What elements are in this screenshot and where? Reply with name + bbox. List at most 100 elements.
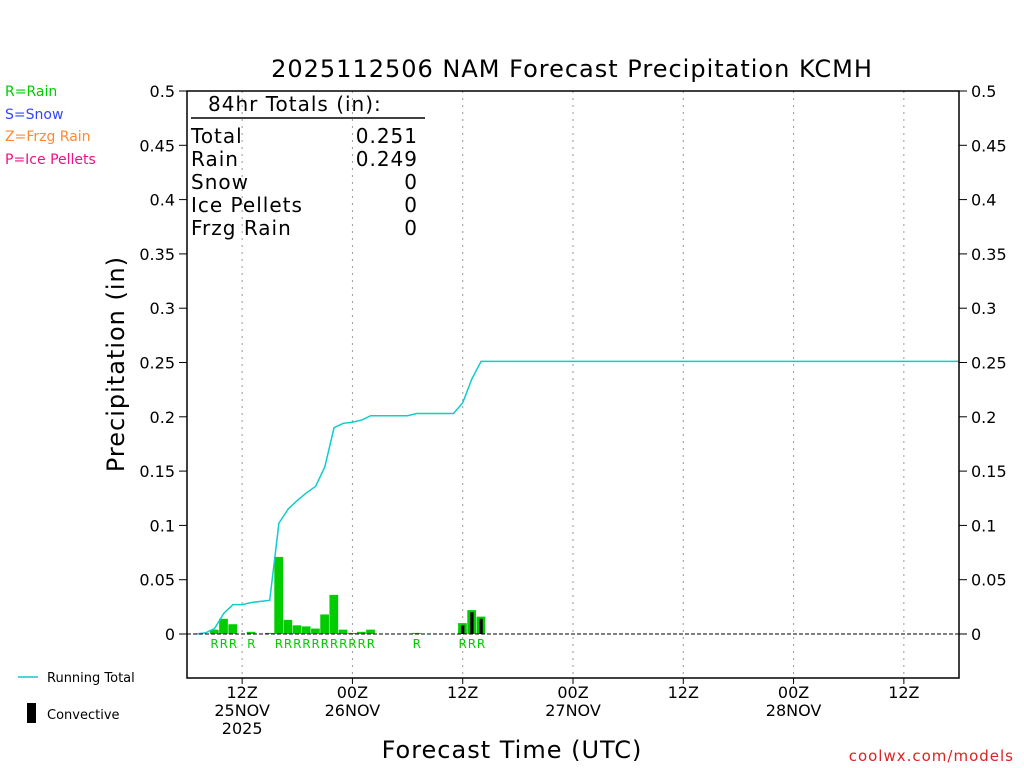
ptype-label: R bbox=[330, 637, 338, 651]
x-tick-label: 27NOV bbox=[545, 701, 601, 720]
y-tick-label-left: 0.3 bbox=[150, 299, 175, 318]
legend-ice: P=Ice Pellets bbox=[5, 152, 96, 168]
ptype-label: R bbox=[311, 637, 319, 651]
legend-rain: R=Rain bbox=[5, 84, 57, 100]
y-tick-label-right: 0.25 bbox=[971, 354, 1007, 373]
rain-bar bbox=[265, 632, 274, 634]
y-tick-label-left: 0.1 bbox=[150, 516, 175, 535]
legend-running-total: Running Total bbox=[47, 671, 135, 686]
y-tick-label-left: 0.45 bbox=[139, 136, 175, 155]
ptype-label: R bbox=[477, 637, 485, 651]
ptype-label: R bbox=[210, 637, 218, 651]
ptype-label: R bbox=[367, 637, 375, 651]
watermark: coolwx.com/models bbox=[849, 747, 1014, 765]
totals-row-value: 0 bbox=[404, 170, 418, 194]
y-tick-label-right: 0.15 bbox=[971, 462, 1007, 481]
ptype-label: R bbox=[247, 637, 255, 651]
ptype-label: R bbox=[339, 637, 347, 651]
x-tick-label: 12Z bbox=[668, 683, 699, 702]
y-tick-label-right: 0.1 bbox=[971, 516, 996, 535]
rain-bar bbox=[283, 619, 293, 634]
grid-lines bbox=[241, 91, 905, 678]
rain-bar bbox=[320, 614, 329, 634]
y-tick-label-left: 0.2 bbox=[150, 408, 175, 427]
y-tick-label-left: 0.35 bbox=[139, 245, 175, 264]
plot-frame bbox=[186, 90, 960, 679]
totals-rows: Total 0.251 Rain 0.249 Snow 0 Ice Pellets 0 Frzg… bbox=[190, 124, 418, 240]
totals-row-label: Ice Pellets bbox=[191, 193, 303, 217]
rain-bar bbox=[228, 624, 238, 634]
x-axis-label: Forecast Time (UTC) bbox=[382, 736, 643, 764]
running-total-polyline bbox=[196, 360, 959, 635]
totals-row-label: Rain bbox=[191, 147, 239, 171]
totals-row-value: 0.249 bbox=[356, 147, 418, 171]
y-tick-label-right: 0.5 bbox=[971, 82, 996, 101]
x-tick-label: 00Z bbox=[778, 683, 809, 702]
y-axis-label: Precipitation (in) bbox=[102, 256, 130, 472]
legend-convective: Convective bbox=[47, 708, 120, 723]
ptype-label: R bbox=[284, 637, 292, 651]
convective-bar bbox=[461, 625, 465, 634]
totals-row-value: 0.251 bbox=[356, 124, 418, 148]
ptype-label: R bbox=[275, 637, 283, 651]
ptype-label: R bbox=[348, 637, 356, 651]
y-tick-label-right: 0.3 bbox=[971, 299, 996, 318]
y-tick-label-left: 0.25 bbox=[139, 354, 175, 373]
totals-box: 84hr Totals (in): Total 0.251 Rain 0.249 Sno… bbox=[190, 92, 425, 240]
rain-bar bbox=[209, 629, 219, 634]
totals-row-label: Total bbox=[190, 124, 243, 148]
x-tick-label: 00Z bbox=[337, 683, 368, 702]
y-tick-label-left: 0 bbox=[165, 625, 175, 644]
legend-convective-swatch bbox=[27, 703, 36, 723]
rain-bar bbox=[301, 626, 311, 634]
x-tick-label: 2025 bbox=[222, 719, 263, 738]
y-tick-label-left: 0.4 bbox=[150, 191, 175, 210]
y-tick-label-left: 0.05 bbox=[139, 571, 175, 590]
rain-bar bbox=[412, 632, 421, 634]
totals-row-label: Frzg Rain bbox=[191, 216, 292, 240]
rain-bar bbox=[292, 625, 302, 634]
x-tick-label: 12Z bbox=[226, 683, 257, 702]
x-tick-label: 26NOV bbox=[325, 701, 381, 720]
rain-bar bbox=[311, 628, 320, 634]
y-tick-label-left: 0.15 bbox=[139, 462, 175, 481]
rain-bar bbox=[347, 632, 357, 634]
legend-frzg: Z=Frzg Rain bbox=[5, 129, 91, 145]
y-tick-label-right: 0.35 bbox=[971, 245, 1007, 264]
x-tick-label: 00Z bbox=[557, 683, 588, 702]
ptype-label: R bbox=[459, 637, 467, 651]
x-tick-label: 28NOV bbox=[766, 701, 822, 720]
rain-bar bbox=[329, 594, 339, 634]
y-tick-label-left: 0.5 bbox=[150, 82, 175, 101]
convective-bar bbox=[470, 612, 474, 634]
totals-row-value: 0 bbox=[404, 193, 418, 217]
rain-bar bbox=[246, 631, 256, 634]
ptype-label: R bbox=[468, 637, 476, 651]
y-tick-label-right: 0.4 bbox=[971, 191, 996, 210]
axis-ticks: 0 00.05 0.050.1 0.10.15 0.150.2 0.20.25 0.250.… bbox=[139, 82, 1006, 738]
y-tick-label-right: 0.45 bbox=[971, 136, 1007, 155]
chart-title: 2025112506 NAM Forecast Precipitation KC… bbox=[271, 55, 873, 83]
x-tick-label: 12Z bbox=[447, 683, 478, 702]
ptype-label: R bbox=[413, 637, 421, 651]
ptype-label: R bbox=[302, 637, 310, 651]
ptype-label: R bbox=[321, 637, 329, 651]
ptype-label: R bbox=[293, 637, 301, 651]
bars bbox=[209, 556, 486, 634]
legend-snow: S=Snow bbox=[5, 107, 63, 123]
rain-bar bbox=[366, 629, 375, 634]
ptype-label: R bbox=[220, 637, 228, 651]
y-tick-label-right: 0.2 bbox=[971, 408, 996, 427]
running-total-line bbox=[196, 360, 959, 635]
ptype-label: R bbox=[229, 637, 237, 651]
totals-row-value: 0 bbox=[404, 216, 418, 240]
x-tick-label: 12Z bbox=[888, 683, 919, 702]
x-tick-label: 25NOV bbox=[214, 701, 270, 720]
rain-bar bbox=[274, 556, 283, 634]
rain-bar bbox=[338, 629, 348, 634]
totals-header: 84hr Totals (in): bbox=[208, 92, 382, 116]
rain-bar bbox=[357, 631, 366, 634]
rain-bar bbox=[219, 618, 228, 634]
